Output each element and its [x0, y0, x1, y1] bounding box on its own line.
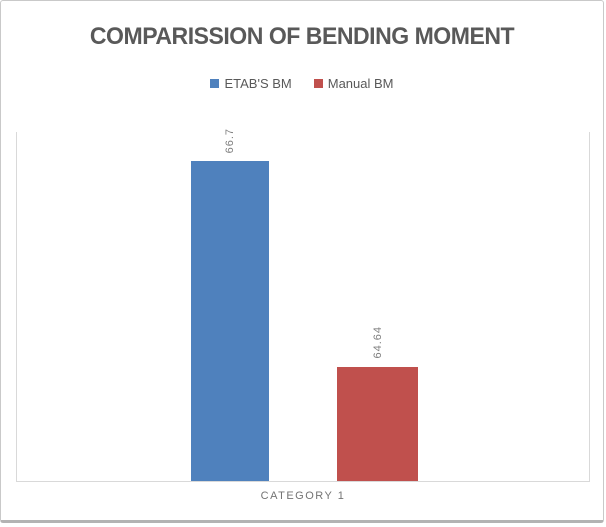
x-axis-category-label: CATEGORY 1 [260, 490, 346, 502]
chart-title: COMPARISSION OF BENDING MOMENT [89, 23, 515, 50]
legend-label: Manual BM [327, 76, 394, 91]
chart-legend: ETAB'S BM Manual BM [1, 76, 603, 91]
legend-item-etab-s-bm: ETAB'S BM [210, 76, 292, 91]
legend-item-manual-bm: Manual BM [313, 76, 394, 91]
plot-area: 66.7 64.64 [16, 128, 590, 482]
bar-etab-s-bm [191, 161, 269, 481]
legend-swatch-icon [210, 79, 220, 88]
bar-manual-bm [337, 367, 418, 481]
legend-label: ETAB'S BM [224, 76, 292, 91]
legend-swatch-icon [313, 79, 323, 88]
bar-value-label: 64.64 [371, 326, 384, 359]
bar-value-label: 66.7 [224, 127, 236, 153]
